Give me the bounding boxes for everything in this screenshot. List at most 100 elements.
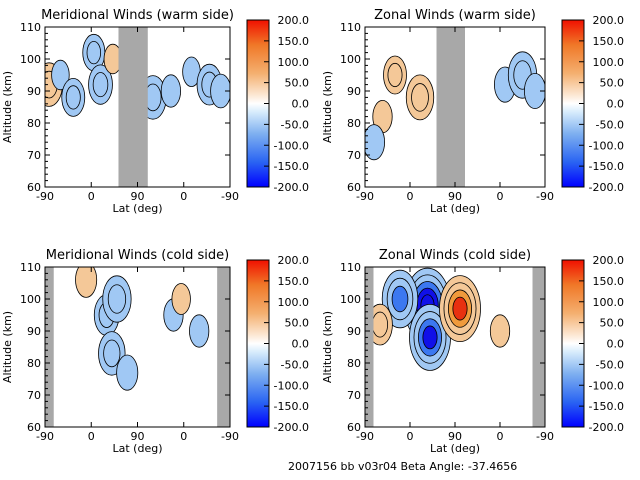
data-gap-1	[45, 267, 54, 427]
colorbar-tick-label: 200.0	[278, 14, 310, 27]
contour-feature-7-level-1	[171, 283, 191, 315]
y-tick-label: 60	[27, 181, 41, 194]
colorbar-tick-label: -150.0	[274, 400, 309, 413]
panel-title: Meridional Winds (warm side)	[41, 8, 234, 23]
contour-field	[45, 27, 230, 187]
x-tick-label: 90	[131, 190, 145, 203]
contour-feature-2-level-4	[422, 325, 438, 350]
footer-label: 2007156 bb v03r04 Beta Angle: -37.4656	[288, 460, 517, 473]
contour-feature-5-level-1	[116, 354, 139, 391]
colorbar-tick-label: 150.0	[278, 275, 310, 288]
y-tick-label: 100	[340, 293, 361, 306]
x-tick-label: 0	[497, 190, 504, 203]
colorbar-tick-label: -200.0	[274, 181, 309, 194]
colorbar-tick-label: -150.0	[589, 400, 624, 413]
colorbar-tick-label: 0.0	[607, 338, 625, 351]
y-tick-label: 80	[27, 357, 41, 370]
x-tick-label: -90	[356, 430, 374, 443]
colorbar-tick-label: -50.0	[281, 118, 309, 131]
data-gap-1	[436, 27, 465, 187]
colorbar-tick-label: -150.0	[274, 160, 309, 173]
x-tick-label: 0	[497, 430, 504, 443]
y-tick-label: 90	[27, 85, 41, 98]
colorbar-tick-label: 0.0	[607, 98, 625, 111]
contour-feature-4-level-1	[365, 124, 385, 161]
contour-feature-4-level-2	[86, 40, 102, 65]
colorbar-tick-label: 150.0	[278, 35, 310, 48]
contour-feature-5-level-2	[92, 72, 109, 98]
x-tick-label: -90	[221, 430, 239, 443]
y-tick-label: 60	[27, 421, 41, 434]
colorbar-tick-label: 200.0	[278, 254, 310, 267]
colorbar-tick-label: 100.0	[278, 56, 310, 69]
contour-feature-3-level-2	[107, 284, 127, 314]
y-tick-label: 80	[347, 357, 361, 370]
contour-feature-8-level-1	[189, 314, 210, 348]
contour-feature-1-level-2	[387, 62, 403, 88]
contour-feature-8-level-1	[160, 74, 182, 108]
y-tick-label: 100	[20, 293, 41, 306]
colorbar-tick-label: 100.0	[278, 296, 310, 309]
x-axis-label: Lat (deg)	[113, 202, 163, 215]
colorbar-tick-label: 0.0	[292, 98, 310, 111]
y-tick-label: 80	[347, 117, 361, 130]
y-tick-label: 100	[20, 53, 41, 66]
colorbar-tick-label: -100.0	[589, 379, 624, 392]
panel-3: 60 70 80 90 100 110 -90 0 90 0 -90 Lat (deg) Altitud…	[1, 248, 309, 455]
x-tick-label: 0	[180, 190, 187, 203]
x-tick-label: 0	[88, 190, 95, 203]
contour-field	[45, 267, 230, 427]
colorbar-tick-label: 200.0	[593, 254, 625, 267]
x-tick-label: -90	[221, 190, 239, 203]
y-axis-label: Altitude (km)	[321, 311, 334, 383]
x-tick-label: 90	[448, 190, 462, 203]
panel-2: 60 70 80 90 100 110 -90 0 90 0 -90 Lat (deg) Altitud…	[321, 8, 624, 215]
colorbar-tick-label: -100.0	[274, 139, 309, 152]
contour-feature-7-level-1	[524, 73, 545, 109]
y-tick-label: 90	[27, 325, 41, 338]
colorbar-tick-label: -50.0	[281, 358, 309, 371]
panel-4: 60 70 80 90 100 110 -90 0 90 0 -90 Lat (deg) Altitud…	[321, 248, 624, 455]
colorbar-tick-label: 50.0	[285, 317, 310, 330]
y-tick-label: 110	[20, 21, 41, 34]
y-tick-label: 70	[27, 389, 41, 402]
x-tick-label: 90	[448, 430, 462, 443]
x-tick-label: 90	[131, 430, 145, 443]
colorbar-tick-label: -50.0	[596, 358, 624, 371]
x-tick-label: 0	[407, 430, 414, 443]
colorbar-tick-label: -200.0	[274, 421, 309, 434]
colorbar-tick-label: 0.0	[292, 338, 310, 351]
data-gap-2	[532, 267, 545, 427]
colorbar-tick-label: -100.0	[274, 379, 309, 392]
contour-feature-5-level-2	[371, 311, 389, 338]
x-tick-label: 0	[407, 190, 414, 203]
contour-feature-11-level-1	[210, 73, 230, 109]
y-tick-label: 60	[347, 181, 361, 194]
x-axis-label: Lat (deg)	[430, 202, 480, 215]
colorbar-tick-label: -200.0	[589, 181, 624, 194]
y-tick-label: 70	[347, 389, 361, 402]
y-tick-label: 110	[340, 261, 361, 274]
plot-area	[45, 267, 230, 427]
colorbar-tick-label: -150.0	[589, 160, 624, 173]
contour-feature-4-level-2	[103, 339, 121, 368]
contour-feature-1-level-1	[75, 267, 98, 298]
contour-feature-2-level-1	[51, 59, 70, 91]
y-tick-label: 110	[340, 21, 361, 34]
colorbar-tick-label: 50.0	[600, 77, 625, 90]
x-tick-label: -90	[36, 430, 54, 443]
contour-feature-3-level-3	[391, 285, 409, 313]
contour-feature-3-level-2	[65, 85, 81, 110]
contour-feature-4-level-4	[452, 296, 468, 321]
colorbar-tick-label: 100.0	[593, 56, 625, 69]
x-tick-label: -90	[356, 190, 374, 203]
contour-feature-6-level-1	[489, 314, 511, 348]
x-tick-label: 0	[180, 430, 187, 443]
colorbar-tick-label: 200.0	[593, 14, 625, 27]
x-axis-label: Lat (deg)	[113, 442, 163, 455]
y-tick-label: 90	[347, 325, 361, 338]
x-axis-label: Lat (deg)	[430, 442, 480, 455]
x-tick-label: -90	[36, 190, 54, 203]
y-axis-label: Altitude (km)	[321, 71, 334, 143]
